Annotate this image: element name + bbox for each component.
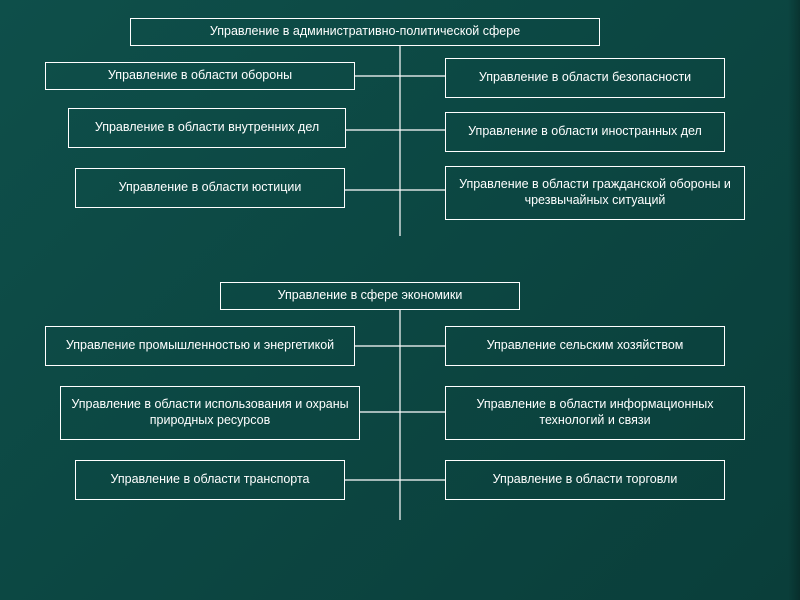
section-title: Управление в административно-политическо… xyxy=(130,18,600,46)
org-box: Управление в области информационных техн… xyxy=(445,386,745,440)
org-box: Управление в области внутренних дел xyxy=(68,108,346,148)
org-box: Управление в области безопасности xyxy=(445,58,725,98)
org-box: Управление сельским хозяйством xyxy=(445,326,725,366)
org-box: Управление в области торговли xyxy=(445,460,725,500)
org-box: Управление промышленностью и энергетикой xyxy=(45,326,355,366)
right-shadow xyxy=(788,0,800,600)
org-box: Управление в области юстиции xyxy=(75,168,345,208)
org-box: Управление в области использования и охр… xyxy=(60,386,360,440)
org-box: Управление в области иностранных дел xyxy=(445,112,725,152)
org-box: Управление в области транспорта xyxy=(75,460,345,500)
org-box: Управление в области обороны xyxy=(45,62,355,90)
org-box: Управление в области гражданской обороны… xyxy=(445,166,745,220)
section-title: Управление в сфере экономики xyxy=(220,282,520,310)
